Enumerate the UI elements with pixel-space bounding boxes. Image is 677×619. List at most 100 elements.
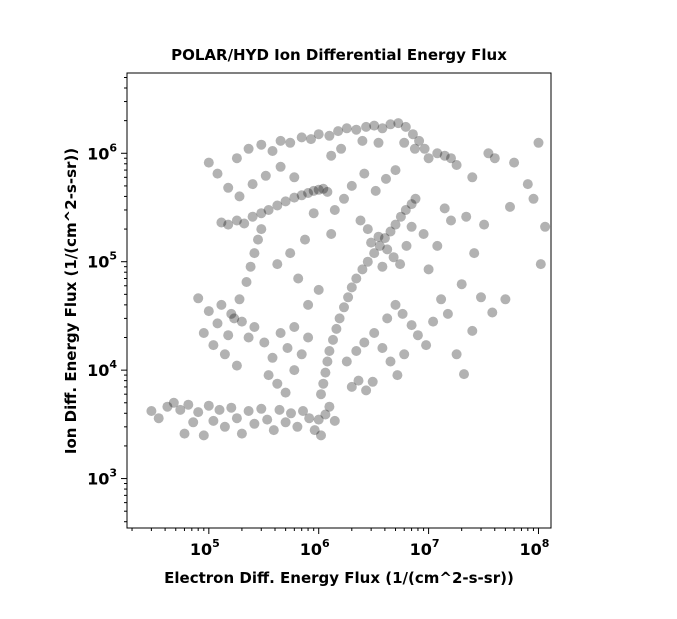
- data-point: [329, 415, 340, 426]
- data-point: [183, 399, 194, 410]
- data-point: [467, 325, 478, 336]
- data-point: [285, 248, 296, 259]
- data-point: [400, 121, 411, 132]
- data-point: [313, 414, 324, 425]
- data-point: [203, 400, 214, 411]
- data-point: [198, 328, 209, 338]
- data-point: [369, 120, 380, 131]
- data-point: [234, 191, 245, 202]
- data-point: [292, 421, 303, 432]
- data-point: [382, 313, 393, 324]
- data-point: [188, 417, 199, 428]
- data-point: [249, 248, 260, 259]
- data-point: [392, 370, 403, 381]
- data-point: [243, 406, 254, 416]
- data-point: [419, 143, 430, 154]
- data-point: [231, 153, 242, 164]
- data-point: [289, 172, 300, 183]
- data-point: [476, 292, 486, 303]
- y-tick-label: 105: [87, 250, 117, 272]
- data-point: [436, 294, 447, 305]
- data-point: [256, 224, 267, 235]
- data-point: [168, 397, 179, 408]
- data-point: [385, 356, 396, 367]
- data-point: [268, 425, 279, 436]
- data-point: [236, 428, 247, 439]
- data-point: [331, 323, 342, 334]
- data-point: [522, 179, 533, 190]
- data-point: [280, 387, 291, 398]
- data-point: [362, 256, 373, 267]
- data-point: [212, 168, 223, 179]
- data-point: [203, 306, 214, 317]
- data-point: [428, 316, 439, 327]
- data-point: [366, 237, 377, 248]
- data-point: [280, 196, 291, 207]
- data-point: [369, 248, 380, 259]
- data-point: [509, 157, 520, 168]
- data-point: [373, 137, 384, 148]
- data-point: [298, 406, 308, 416]
- data-point: [442, 308, 453, 319]
- data-point: [461, 211, 472, 222]
- data-point: [262, 414, 273, 425]
- data-point: [267, 146, 278, 156]
- data-point: [381, 173, 391, 184]
- data-point: [214, 404, 225, 415]
- x-axis-label: Electron Diff. Energy Flux (1/(cm^2-s-sr…: [164, 569, 514, 587]
- data-point: [231, 215, 242, 226]
- data-point: [153, 413, 164, 424]
- data-point: [313, 284, 324, 295]
- data-point: [208, 415, 219, 426]
- data-point: [285, 137, 296, 148]
- data-point: [361, 121, 372, 132]
- data-point: [393, 118, 404, 129]
- data-point: [370, 185, 381, 196]
- data-point: [505, 201, 515, 212]
- data-point: [272, 200, 283, 211]
- x-axis: 105 106 107 108: [131, 528, 549, 559]
- x-tick-label: 107: [410, 537, 440, 559]
- data-point: [231, 413, 242, 424]
- data-point: [446, 215, 456, 226]
- data-point: [175, 404, 186, 415]
- data-point: [162, 401, 173, 412]
- data-point: [286, 408, 296, 419]
- data-point: [489, 153, 500, 164]
- data-point: [401, 240, 412, 251]
- data-point: [339, 193, 349, 204]
- data-point: [313, 184, 324, 195]
- data-point: [203, 157, 214, 168]
- data-point: [409, 143, 420, 154]
- data-point: [219, 421, 230, 432]
- data-point: [483, 148, 494, 159]
- data-point: [395, 259, 406, 270]
- data-point: [339, 302, 349, 313]
- data-point: [256, 208, 267, 219]
- data-point: [308, 185, 319, 196]
- data-point: [247, 179, 258, 190]
- y-tick-label: 106: [87, 141, 117, 163]
- data-point: [399, 349, 410, 360]
- data-point: [234, 294, 245, 305]
- data-point: [219, 349, 230, 360]
- data-point: [353, 375, 364, 386]
- data-point: [324, 130, 335, 141]
- data-point: [357, 264, 368, 275]
- data-point: [223, 219, 234, 230]
- data-point: [390, 299, 401, 310]
- data-point: [324, 401, 335, 412]
- data-point: [451, 160, 462, 170]
- data-point: [432, 148, 443, 159]
- data-point: [208, 340, 219, 351]
- data-point: [249, 418, 260, 429]
- data-point: [306, 134, 316, 145]
- data-point: [333, 126, 344, 137]
- data-point: [293, 273, 304, 284]
- data-point: [231, 360, 242, 371]
- data-point: [322, 356, 333, 367]
- data-point: [351, 273, 362, 284]
- data-point: [296, 349, 307, 360]
- data-point: [359, 337, 370, 348]
